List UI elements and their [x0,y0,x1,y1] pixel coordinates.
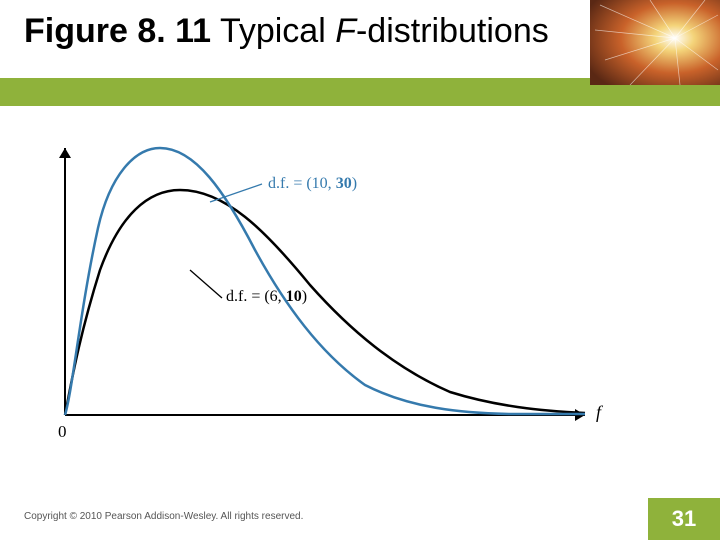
page-number: 31 [672,506,696,532]
copyright-text: Copyright © 2010 Pearson Addison-Wesley.… [24,511,303,522]
x-axis-label: f [596,402,601,423]
figure-number: Figure 8. 11 [24,12,211,50]
corner-decoration [590,0,720,85]
page-number-box: 31 [648,498,720,540]
f-distribution-chart: d.f. = (10, 30) d.f. = (6, 10) 0 f [40,140,600,440]
label-df-10-30: d.f. = (10, 30) [268,175,357,193]
origin-label: 0 [58,422,67,442]
curve-df-6-10 [65,190,585,415]
label-df-6-10: d.f. = (6, 10) [226,288,307,306]
y-axis-arrow [59,148,71,158]
pointer-black [190,270,222,298]
figure-title: Figure 8. 11 Typical F-distributions [24,12,557,51]
